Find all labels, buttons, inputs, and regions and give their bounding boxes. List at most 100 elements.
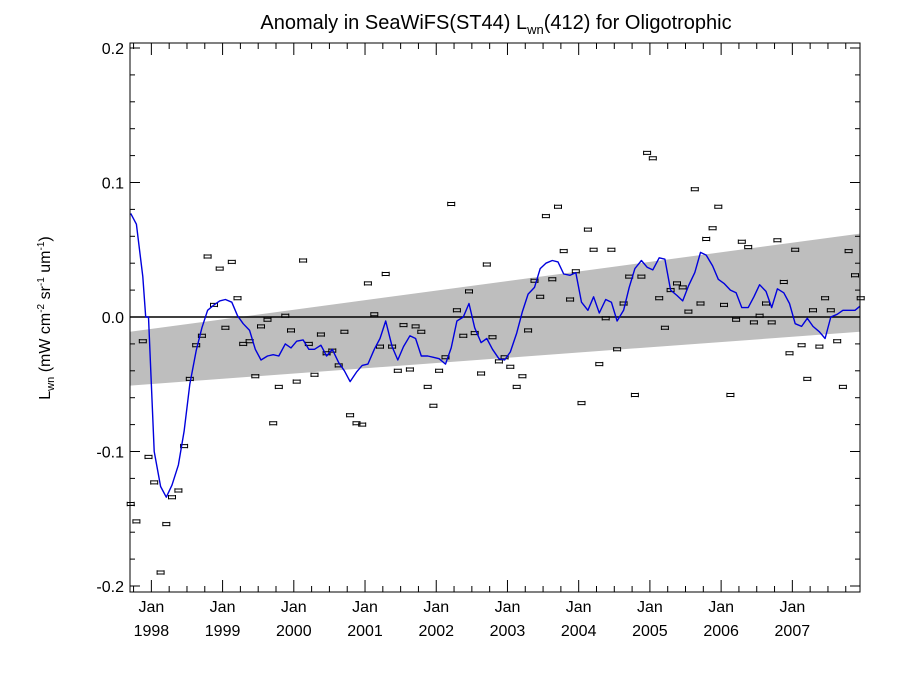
error-bar: [648, 156, 657, 161]
x-tick-month: Jan: [779, 599, 805, 616]
error-bar: [304, 341, 313, 347]
error-bar: [488, 335, 497, 340]
monthly-point: [370, 312, 379, 317]
error-bar: [363, 281, 372, 286]
y-tick-label: 0.0: [102, 310, 124, 327]
error-bar: [203, 254, 212, 259]
monthly-point: [803, 376, 812, 382]
error-bar: [299, 258, 308, 263]
error-bar: [577, 400, 586, 406]
x-tick-year: 2006: [703, 623, 739, 640]
monthly-point: [601, 316, 610, 321]
error-bar: [269, 421, 278, 426]
monthly-point: [150, 480, 159, 485]
monthly-point: [358, 422, 367, 427]
chart-title-sub: wn: [526, 22, 544, 37]
error-bar: [755, 313, 764, 318]
monthly-point: [684, 309, 693, 314]
error-bar: [678, 285, 687, 290]
monthly-point: [809, 308, 817, 313]
error-bar: [851, 273, 859, 278]
error-bar: [737, 239, 746, 244]
error-bar: [708, 226, 717, 231]
monthly-point: [399, 322, 408, 328]
x-tick-month: Jan: [423, 599, 449, 616]
error-bar: [726, 392, 735, 398]
monthly-point: [251, 374, 260, 379]
error-bar: [221, 325, 230, 330]
monthly-point: [625, 274, 634, 279]
error-bar: [429, 403, 438, 408]
monthly-point: [156, 570, 165, 575]
error-bar: [233, 296, 242, 301]
error-bar: [655, 296, 664, 301]
monthly-point: [482, 262, 491, 267]
error-bar: [536, 294, 545, 299]
error-bar: [541, 213, 550, 219]
y-label-main: L: [37, 391, 54, 400]
y-tick-label: -0.2: [96, 579, 124, 596]
monthly-point: [696, 301, 705, 306]
monthly-point: [138, 339, 147, 344]
monthly-point: [744, 244, 753, 250]
error-bar: [257, 324, 265, 329]
error-bar: [316, 332, 325, 337]
monthly-point: [174, 488, 183, 493]
monthly-point: [132, 519, 141, 524]
x-tick-month: Jan: [637, 599, 663, 616]
monthly-point: [459, 333, 468, 338]
error-bar: [393, 368, 402, 373]
monthly-point: [452, 308, 461, 313]
monthly-point: [512, 384, 521, 390]
monthly-point: [690, 187, 699, 192]
error-bar: [613, 347, 622, 352]
error-bar: [566, 297, 575, 302]
error-bar: [554, 204, 562, 209]
y-label-exp3: -1: [36, 241, 47, 250]
monthly-point: [304, 341, 313, 347]
error-bar: [797, 343, 806, 348]
error-bar: [435, 368, 444, 373]
error-bar: [762, 301, 770, 306]
monthly-point: [541, 213, 550, 219]
monthly-point: [660, 325, 669, 330]
monthly-point: [346, 413, 355, 418]
error-bar: [767, 320, 776, 325]
error-bar: [210, 302, 218, 308]
error-bar: [494, 359, 503, 364]
error-bar: [720, 302, 728, 308]
error-bar: [673, 281, 681, 286]
monthly-point: [405, 367, 414, 372]
monthly-points-layer: [126, 150, 865, 575]
monthly-point: [411, 324, 420, 329]
error-bar: [732, 317, 741, 322]
monthly-point: [494, 359, 503, 364]
monthly-point: [708, 226, 717, 231]
monthly-point: [648, 156, 657, 161]
x-tick-year: 2003: [490, 623, 526, 640]
smoothed-series-line: [130, 213, 861, 498]
error-bar: [192, 343, 201, 348]
error-bar: [132, 519, 141, 524]
monthly-point: [833, 339, 842, 344]
error-bar: [144, 454, 153, 460]
error-bar: [809, 308, 817, 313]
monthly-point: [856, 296, 865, 301]
error-bar: [281, 313, 290, 318]
monthly-point: [732, 317, 741, 322]
x-tick-year: 1999: [205, 623, 241, 640]
monthly-point: [245, 339, 254, 344]
error-bar: [411, 324, 420, 329]
error-bar: [168, 495, 176, 500]
monthly-point: [506, 364, 515, 369]
error-bar: [744, 244, 753, 250]
monthly-point: [702, 236, 711, 242]
error-bar: [417, 329, 426, 334]
error-bar: [138, 339, 147, 344]
monthly-point: [447, 201, 456, 207]
monthly-point: [203, 254, 212, 259]
monthly-point: [589, 247, 598, 252]
monthly-point: [767, 320, 776, 325]
y-tick-label: 0.2: [102, 41, 124, 58]
error-bar: [559, 248, 568, 254]
